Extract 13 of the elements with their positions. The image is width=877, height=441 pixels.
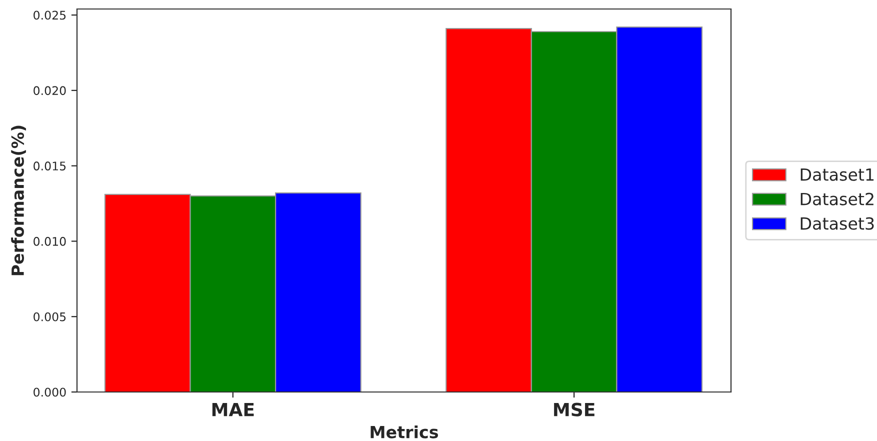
y-tick-label: 0.010	[34, 236, 66, 246]
x-axis-title: Metrics	[370, 425, 438, 438]
legend-label: Dataset3	[800, 217, 874, 230]
y-tick-label: 0.005	[34, 312, 66, 322]
legend-label: Dataset2	[800, 192, 874, 206]
y-axis-title: Performance(%)	[11, 126, 26, 276]
y-tick-label: 0.000	[34, 388, 66, 397]
x-tick-label: MAE	[212, 402, 254, 416]
legend-label: Dataset1	[800, 168, 874, 181]
y-tick-label: 0.020	[34, 86, 66, 96]
x-tick-label: MSE	[554, 402, 594, 416]
y-tick-label: 0.025	[34, 10, 66, 20]
y-tick-label: 0.015	[34, 162, 66, 170]
